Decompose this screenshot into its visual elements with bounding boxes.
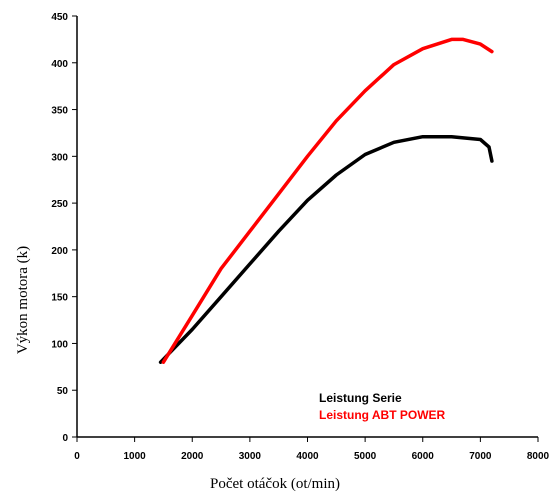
- x-tick-label: 1000: [124, 451, 147, 462]
- y-tick-label: 100: [51, 339, 68, 350]
- legend-entry-serie: Leistung Serie: [319, 391, 402, 405]
- x-tick-label: 6000: [412, 451, 435, 462]
- series-line-serie: [158, 134, 494, 364]
- series-lines: [158, 37, 494, 364]
- y-tick-label: 300: [51, 152, 68, 163]
- y-tick-label: 150: [51, 293, 68, 304]
- y-tick-label: 200: [51, 246, 68, 257]
- x-axis-title: Počet otáčok (ot/min): [210, 476, 340, 492]
- x-axis-ticks: 0 1000 2000 3000 4000 5000 6000 7000 8000: [74, 437, 550, 462]
- y-tick-label: 50: [57, 386, 69, 397]
- y-axis-title: Výkon motora (k): [15, 246, 31, 354]
- y-tick-label: 250: [51, 199, 68, 210]
- y-tick-label: 0: [62, 433, 68, 444]
- y-tick-label: 400: [51, 59, 68, 70]
- legend-entry-abt-power: Leistung ABT POWER: [319, 408, 446, 422]
- series-line-abt-power: [161, 37, 494, 364]
- x-tick-label: 4000: [296, 451, 319, 462]
- y-tick-label: 350: [51, 106, 68, 117]
- x-tick-label: 3000: [239, 451, 262, 462]
- x-tick-label: 2000: [181, 451, 204, 462]
- x-tick-label: 5000: [354, 451, 377, 462]
- y-axis-ticks: 0 50 100 150 200 250 300 350 400 450: [51, 12, 77, 444]
- legend: Leistung Serie Leistung ABT POWER: [319, 391, 446, 422]
- x-tick-label: 8000: [527, 451, 550, 462]
- x-tick-label: 0: [74, 451, 80, 462]
- x-tick-label: 7000: [469, 451, 492, 462]
- y-tick-label: 450: [51, 12, 68, 23]
